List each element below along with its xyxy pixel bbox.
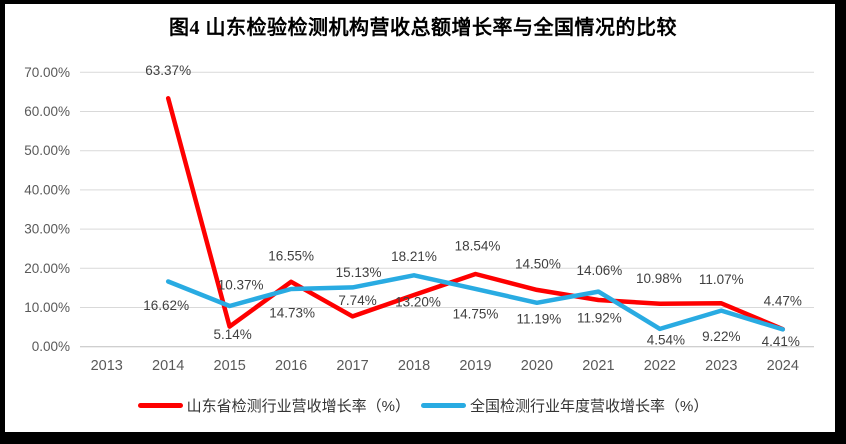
data-label-shandong-2017: 7.74% [338,293,376,308]
x-axis-tick-label-2020: 2020 [521,358,553,374]
data-label-shandong-2018: 13.20% [395,294,441,309]
y-axis-tick-label-10.00%: 10.00% [24,300,70,315]
data-label-shandong-2019: 18.54% [455,239,501,254]
y-axis-tick-label-0.00%: 0.00% [32,339,70,354]
y-axis-tick-label-20.00%: 20.00% [24,261,70,276]
data-label-shandong-2023: 11.07% [699,272,744,287]
chart-canvas [5,4,835,432]
data-label-shandong-2024: 4.47% [764,294,802,309]
x-axis-tick-label-2017: 2017 [336,358,368,374]
legend-swatch-shandong-line [137,403,183,408]
data-label-shandong-2021: 11.92% [577,310,622,325]
series-line-national [165,273,786,332]
y-axis-tick-label-50.00%: 50.00% [24,143,70,158]
data-label-national-2022: 4.54% [647,332,685,347]
data-label-shandong-2014: 63.37% [145,63,191,78]
x-axis-tick-label-2024: 2024 [767,358,799,374]
data-label-shandong-2022: 10.98% [636,271,682,286]
x-axis-tick-label-2023: 2023 [705,358,737,374]
series-line-shandong [165,96,786,332]
legend-swatch-national-line [421,403,466,408]
data-label-shandong-2015: 5.14% [214,327,252,342]
data-label-national-2015: 10.37% [218,278,264,293]
data-label-national-2023: 9.22% [702,329,740,344]
data-label-national-2016: 14.73% [269,305,315,320]
y-axis-tick-label-30.00%: 30.00% [24,222,70,237]
x-axis-tick-label-2013: 2013 [91,358,123,374]
data-label-national-2021: 14.06% [576,263,622,278]
data-label-shandong-2020: 14.50% [515,256,561,271]
chart-title: 图4 山东检验检测机构营收总额增长率与全国情况的比较 [169,17,677,39]
data-label-national-2018: 18.21% [391,249,437,264]
data-label-shandong-2016: 16.55% [268,248,314,263]
legend-label-shandong: 山东省检测行业营收增长率（%） [186,398,410,415]
x-axis-tick-label-2021: 2021 [582,358,614,374]
y-axis-tick-label-40.00%: 40.00% [24,182,70,197]
x-axis-tick-label-2016: 2016 [275,358,307,374]
data-label-national-2024: 4.41% [762,334,800,349]
y-axis-tick-label-60.00%: 60.00% [24,104,70,119]
data-label-national-2019: 14.75% [453,306,499,321]
data-label-national-2020: 11.19% [517,311,562,326]
x-axis-tick-label-2018: 2018 [398,358,430,374]
data-label-national-2017: 15.13% [336,265,382,280]
legend-item-national: 全国检测行业年度营收增长率（%） [421,395,708,416]
x-axis-tick-label-2014: 2014 [152,358,184,374]
data-label-national-2014: 16.62% [143,298,189,313]
legend-label-national: 全国检测行业年度营收增长率（%） [470,398,709,415]
y-axis-tick-label-70.00%: 70.00% [24,65,70,80]
chart-legend: 山东省检测行业营收增长率（%） 全国检测行业年度营收增长率（%） [0,395,846,416]
legend-item-shandong: 山东省检测行业营收增长率（%） [137,395,410,416]
x-axis-tick-label-2015: 2015 [214,358,246,374]
x-axis-tick-label-2019: 2019 [459,358,491,374]
x-axis-tick-label-2022: 2022 [644,358,676,374]
